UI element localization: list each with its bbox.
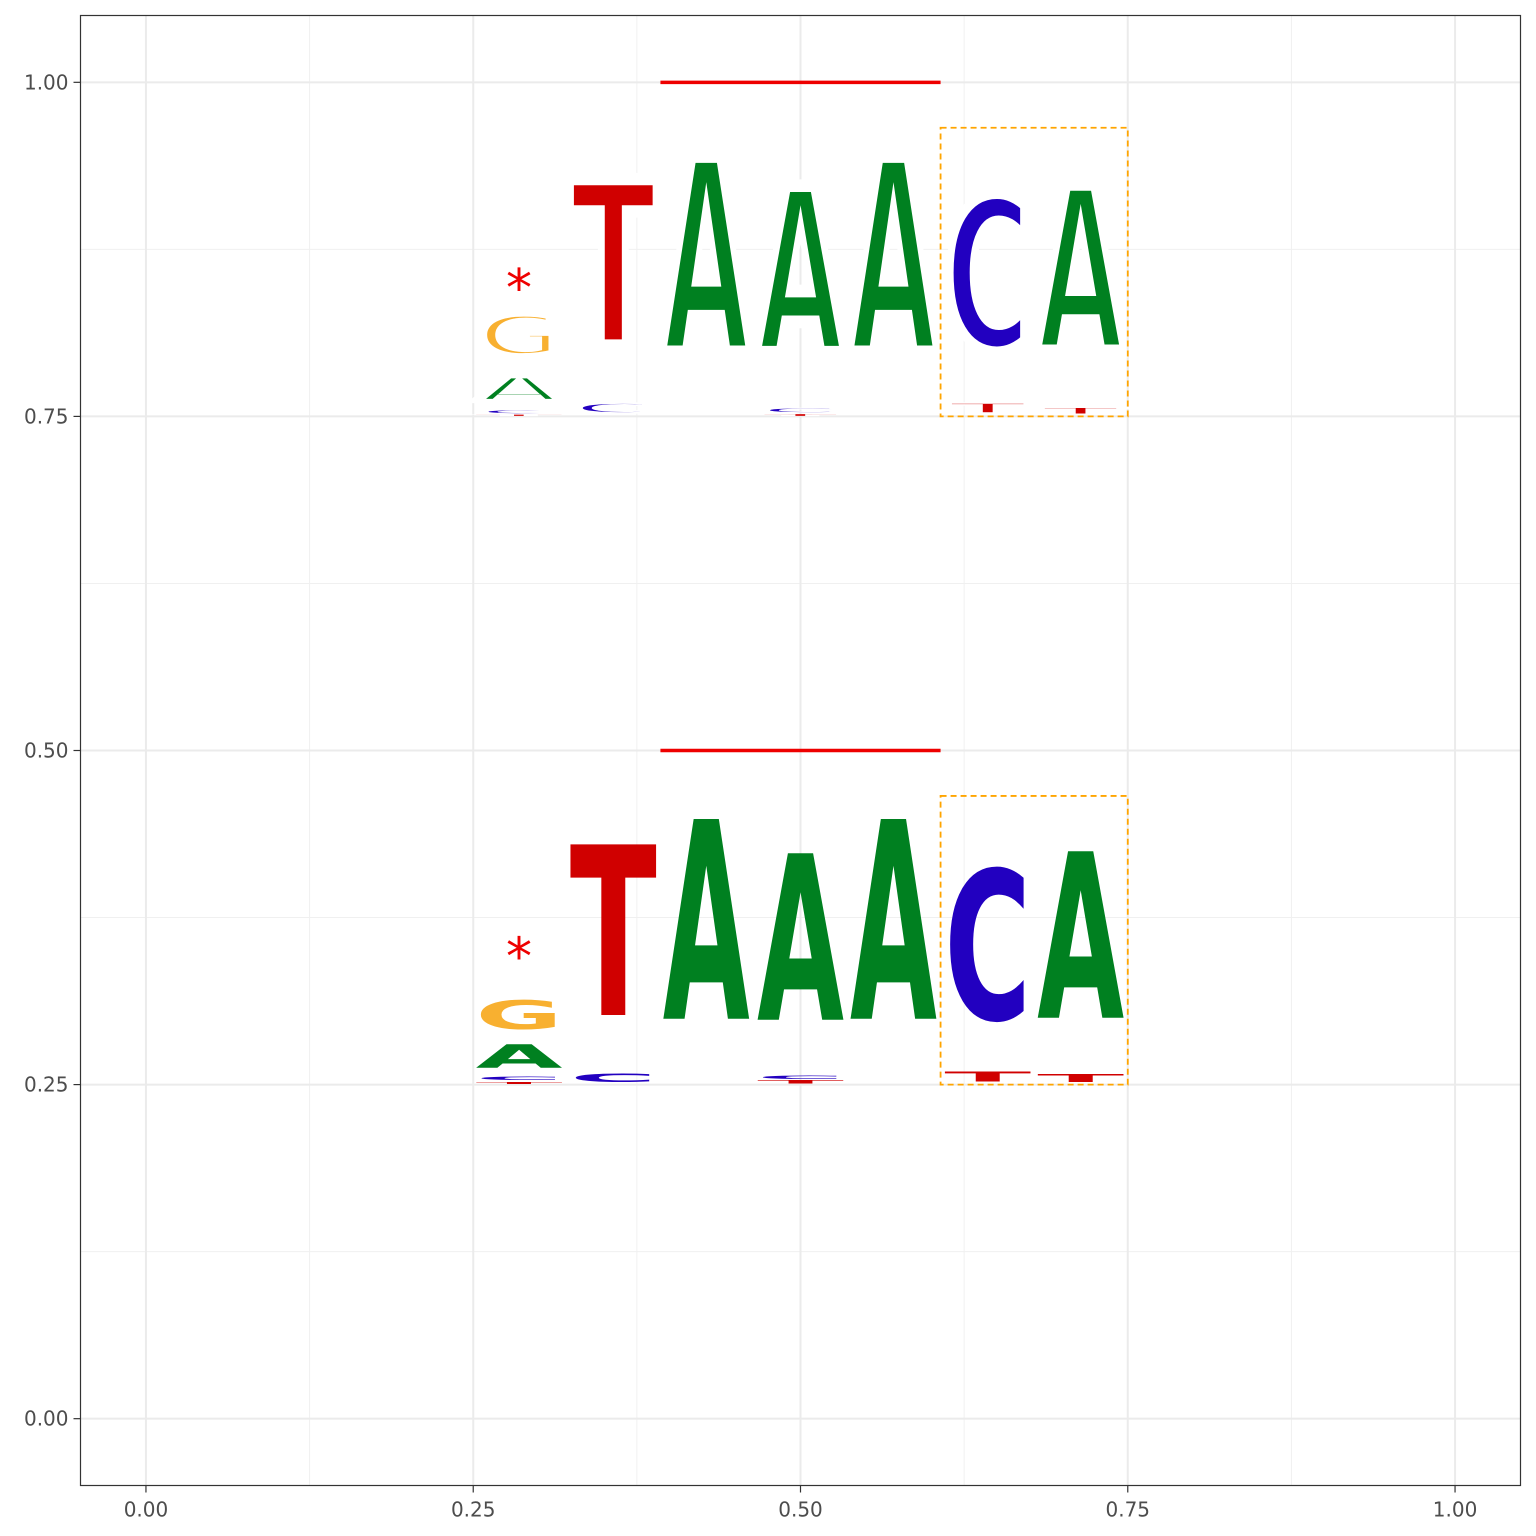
x-tick-label: 0.25 (451, 1498, 496, 1522)
x-tick-label: 0.50 (778, 1498, 823, 1522)
y-tick-label: 0.25 (24, 1073, 69, 1097)
logo-letter-A: A (1037, 807, 1124, 1072)
y-tick-label: 1.00 (24, 70, 69, 94)
logo-letter-C: C (570, 400, 657, 416)
logo-letter-A: A (1037, 140, 1124, 405)
logo-letter-G: G (476, 303, 563, 369)
x-tick-label: 1.00 (1433, 1498, 1478, 1522)
logo-letter-C: C (570, 1071, 657, 1084)
logo-letter-T: T (944, 401, 1031, 417)
x-tick-label: 0.75 (1106, 1498, 1151, 1522)
star-marker: * (506, 927, 532, 987)
logo-letter-A: A (476, 1039, 563, 1076)
logo-letter-C: C (757, 407, 844, 414)
highlight-box (939, 795, 1129, 1086)
logo-letter-T: T (1037, 406, 1124, 417)
logo-letter-T: T (476, 414, 563, 416)
logo-letter-C: C (476, 409, 563, 414)
y-tick-label: 0.00 (24, 1407, 69, 1431)
logo-letter-T: T (757, 414, 844, 417)
logo-letter-T: T (944, 1069, 1031, 1085)
y-tick-label: 0.50 (24, 739, 69, 763)
logo-letter-C: C (944, 828, 1031, 1068)
y-axis: 0.00 0.25 0.50 0.75 1.00 (24, 70, 81, 1431)
x-tick-label: 0.00 (124, 1498, 169, 1522)
x-axis: 0.00 0.25 0.50 0.75 1.00 (124, 1485, 1478, 1522)
highlight-box (939, 126, 1129, 418)
logo-letter-A: A (850, 766, 937, 1084)
logo-letter-A: A (663, 103, 750, 416)
logo-letter-A: A (757, 142, 844, 407)
y-tick-label: 0.75 (24, 404, 69, 428)
logo-letter-A: A (663, 766, 750, 1084)
logo-letter-C: C (757, 1075, 844, 1080)
logo-letter-T: T (1037, 1073, 1124, 1085)
logo-letter-T: T (570, 799, 657, 1071)
star-marker: * (506, 259, 532, 319)
logo-letter-A: A (757, 809, 844, 1074)
logo-letter-A: A (850, 103, 937, 416)
logo-letter-G: G (476, 993, 563, 1038)
logo-letter-T: T (757, 1080, 844, 1085)
logo-letter-C: C (944, 155, 1031, 400)
logo-letter-A: A (476, 369, 563, 409)
logo-letter-C: C (476, 1076, 563, 1081)
logo-letter-T: T (476, 1081, 563, 1084)
logo-letter-T: T (570, 133, 657, 400)
